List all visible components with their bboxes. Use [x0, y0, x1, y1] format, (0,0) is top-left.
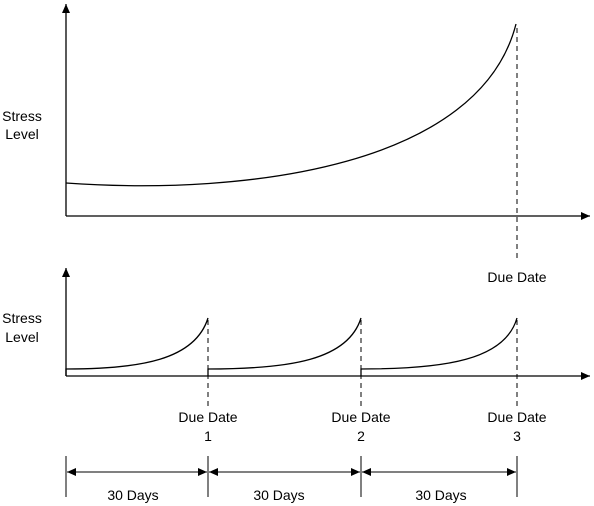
top-stress-curve	[65, 23, 517, 187]
period-3-number: 3	[513, 428, 521, 444]
top-due-date-label: Due Date	[487, 269, 546, 285]
span-1-label: 30 Days	[107, 487, 158, 503]
bottom-y-label-line2: Level	[5, 329, 38, 345]
span-3-label: 30 Days	[415, 487, 466, 503]
period-1-number: 1	[204, 428, 212, 444]
period-1-stress-curve	[65, 317, 209, 376]
span-2-label: 30 Days	[253, 487, 304, 503]
bottom-chart: Stress Level Due Date 1 Due Date 2 Due D…	[2, 268, 590, 444]
timeline: 30 Days 30 Days 30 Days	[65, 456, 518, 503]
period-3-due-label: Due Date	[487, 409, 546, 425]
top-y-label-line1: Stress	[2, 108, 42, 124]
top-chart: Stress Level Due Date	[2, 4, 590, 285]
bottom-y-label-line1: Stress	[2, 310, 42, 326]
period-2-number: 2	[357, 428, 365, 444]
period-1-due-label: Due Date	[178, 409, 237, 425]
period-2-due-label: Due Date	[331, 409, 390, 425]
top-y-label-line2: Level	[5, 126, 38, 142]
period-2-stress-curve	[207, 317, 362, 376]
period-3-stress-curve	[360, 317, 518, 376]
